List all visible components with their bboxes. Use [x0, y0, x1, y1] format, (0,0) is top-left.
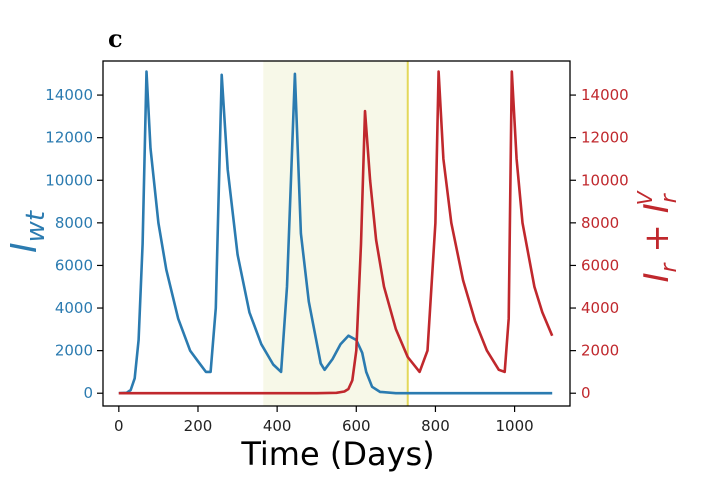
x-tick-label: 0	[114, 417, 124, 435]
left-y-tick-label: 0	[83, 384, 93, 402]
x-tick-label: 200	[184, 417, 213, 435]
right-y-tick-label: 0	[581, 384, 591, 402]
left-axis-label: Iwt	[4, 210, 51, 253]
left-y-tick-label: 2000	[55, 342, 93, 360]
x-axis-label: Time (Days)	[240, 435, 434, 473]
plot-frame	[102, 60, 571, 407]
right-y-tick-label: 14000	[581, 86, 629, 104]
right-y-tick-label: 6000	[581, 256, 619, 274]
right-y-tick-label: 2000	[581, 342, 619, 360]
panel-label: c	[108, 24, 123, 53]
x-tick-label: 1000	[495, 417, 533, 435]
x-tick-label: 600	[342, 417, 371, 435]
right-y-tick-label: 8000	[581, 214, 619, 232]
left-y-tick-label: 12000	[45, 129, 93, 147]
right-y-tick-label: 12000	[581, 129, 629, 147]
series-line-wt	[118, 70, 553, 395]
right-axis-label: Ir + IrV	[633, 190, 682, 282]
shaded-region	[263, 61, 408, 406]
left-y-tick-label: 6000	[55, 256, 93, 274]
right-y-tick-label: 10000	[581, 171, 629, 189]
left-y-tick-label: 4000	[55, 299, 93, 317]
left-y-tick-label: 10000	[45, 171, 93, 189]
x-tick-label: 400	[263, 417, 292, 435]
series-line-resistant	[118, 70, 554, 395]
left-y-tick-label: 14000	[45, 86, 93, 104]
x-tick-label: 800	[421, 417, 450, 435]
right-y-tick-label: 4000	[581, 299, 619, 317]
left-y-tick-label: 8000	[55, 214, 93, 232]
